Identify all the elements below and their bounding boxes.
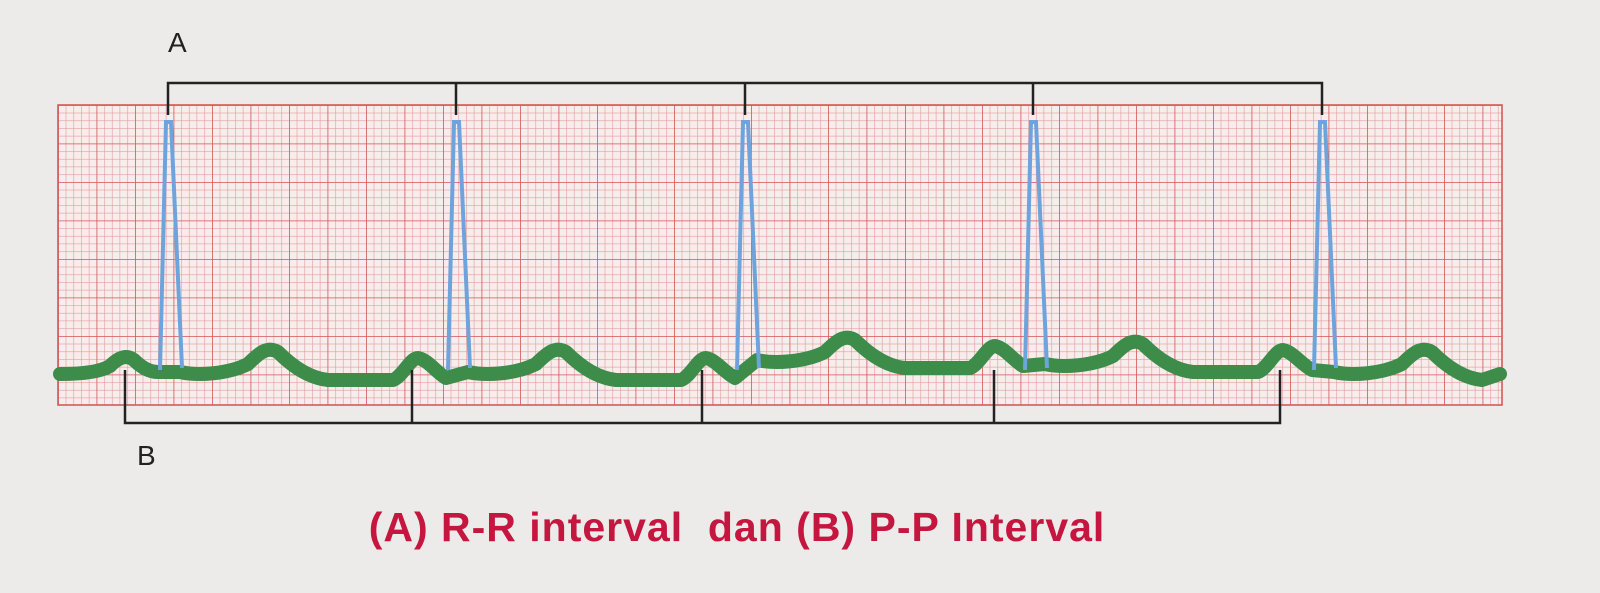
qrs-spike: [446, 120, 472, 371]
label-a: A: [168, 27, 187, 58]
caption: (A) R-R interval dan (B) P-P Interval: [369, 504, 1106, 550]
ecg-grid: [57, 104, 1503, 406]
pp-bracket: [123, 370, 1282, 425]
qrs-spike: [1312, 120, 1338, 371]
qrs-spike: [735, 120, 761, 371]
qrs-spike: [158, 120, 184, 371]
qrs-spike: [1023, 120, 1049, 371]
rr-bracket: [166, 81, 1324, 115]
label-b: B: [137, 440, 156, 471]
ecg-trace: [53, 120, 1507, 387]
